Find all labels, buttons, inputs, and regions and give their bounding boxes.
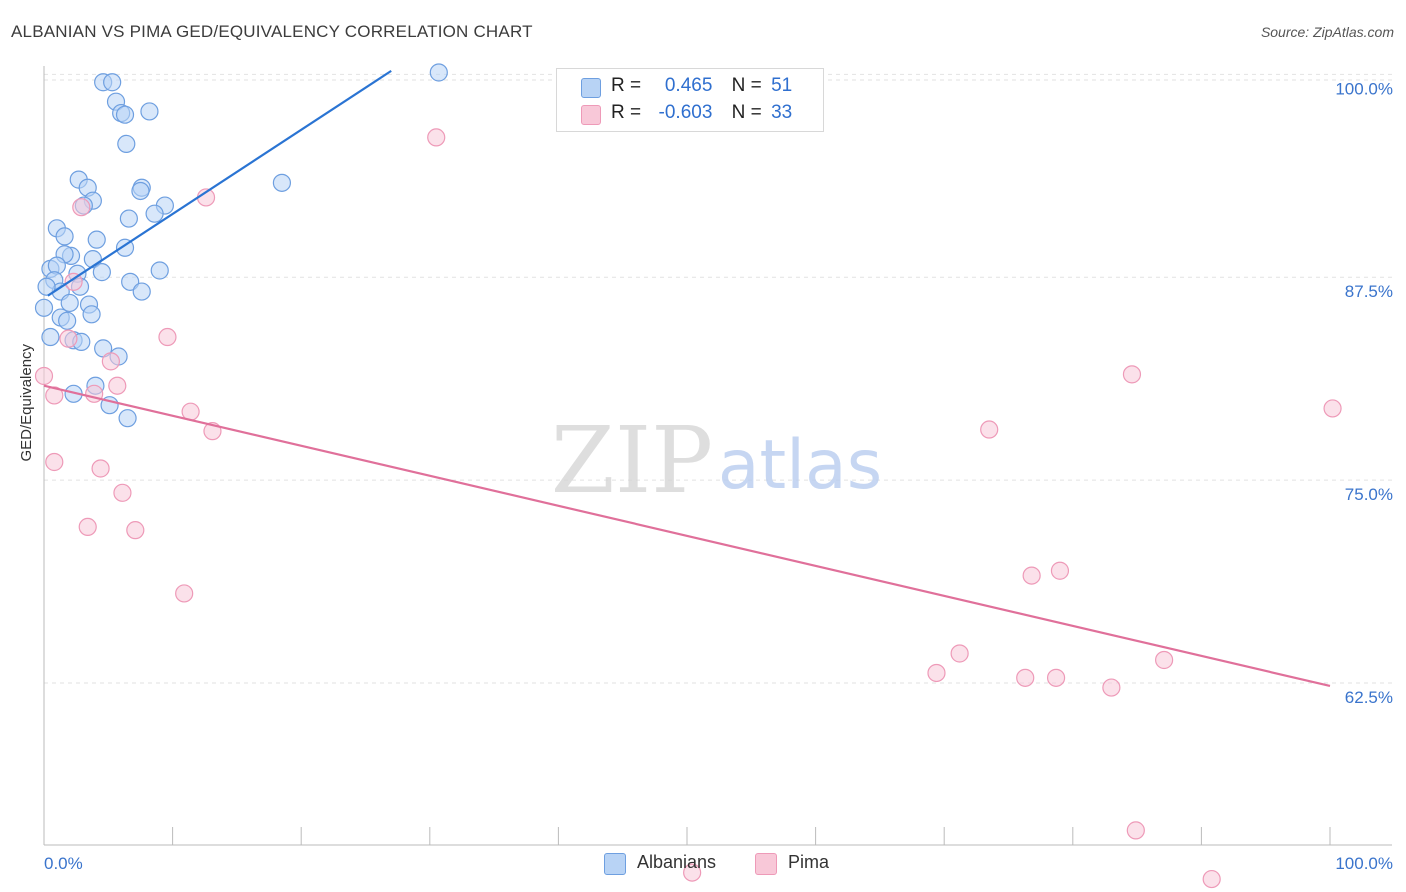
pima-point bbox=[1122, 365, 1142, 384]
pima-point bbox=[1155, 650, 1174, 670]
pima-point bbox=[108, 376, 127, 395]
pima-point bbox=[1126, 821, 1145, 840]
albanians-point bbox=[150, 261, 169, 280]
legend-n-value-albanians: 51 bbox=[771, 75, 793, 96]
albanians-point bbox=[34, 298, 54, 317]
watermark-zip: ZIP bbox=[551, 407, 713, 514]
watermark-atlas: atlas bbox=[718, 426, 882, 505]
pima-point bbox=[113, 483, 132, 502]
pima-point bbox=[950, 644, 969, 663]
albanians-point bbox=[131, 181, 150, 201]
legend-r-value-albanians: 0.465 bbox=[664, 75, 713, 96]
source-label: Source: ZipAtlas.com bbox=[1260, 24, 1394, 40]
albanians-point bbox=[145, 204, 164, 223]
x-tick-label: 0.0% bbox=[44, 854, 83, 873]
y-tick-label: 75.0% bbox=[1345, 485, 1393, 504]
albanians-point bbox=[272, 173, 292, 192]
albanians-point bbox=[115, 105, 135, 124]
y-tick-label: 100.0% bbox=[1335, 79, 1393, 98]
pima-point bbox=[980, 420, 999, 439]
pima-point bbox=[78, 517, 97, 537]
x-tick-label: 100.0% bbox=[1335, 854, 1393, 873]
albanians-point bbox=[132, 282, 151, 301]
albanians-point bbox=[117, 134, 136, 153]
albanians-point bbox=[82, 305, 101, 324]
pima-swatch bbox=[581, 105, 601, 125]
pima-point bbox=[72, 198, 91, 217]
albanians-point bbox=[118, 409, 137, 428]
pima-point bbox=[927, 663, 946, 683]
pima-point bbox=[1102, 678, 1121, 697]
albanians-point bbox=[58, 311, 77, 330]
pima-point bbox=[1022, 566, 1041, 585]
pima-point bbox=[1016, 668, 1035, 687]
pima-trendline bbox=[43, 384, 1331, 688]
albanians-point bbox=[121, 272, 140, 291]
y-tick-label: 62.5% bbox=[1345, 688, 1393, 707]
pima-point bbox=[34, 366, 54, 386]
albanians-point bbox=[103, 73, 122, 92]
pima-point bbox=[175, 584, 194, 603]
pima-point bbox=[64, 272, 83, 291]
pima-point bbox=[683, 863, 702, 882]
pima-point bbox=[101, 352, 120, 371]
pima-point bbox=[45, 386, 64, 405]
albanians-point bbox=[41, 327, 60, 347]
legend-r-value-pima: -0.603 bbox=[658, 102, 713, 123]
legend-n-label-pima: N = bbox=[731, 102, 762, 123]
y-tick-label: 87.5% bbox=[1345, 282, 1393, 301]
albanians-point bbox=[60, 293, 79, 313]
pima-point bbox=[91, 459, 110, 478]
albanians-point bbox=[429, 63, 448, 82]
legend-n-label-albanians: N = bbox=[731, 75, 762, 96]
albanians-legend-label: Albanians bbox=[637, 852, 717, 872]
chart-title: ALBANIAN VS PIMA GED/EQUIVALENCY CORRELA… bbox=[11, 22, 533, 41]
pima-point bbox=[427, 128, 446, 147]
pima-legend-swatch bbox=[755, 853, 777, 875]
pima-point bbox=[45, 452, 64, 472]
albanians-point bbox=[119, 209, 138, 228]
albanians-legend-swatch bbox=[604, 853, 626, 875]
albanians-point bbox=[55, 227, 74, 246]
pima-point bbox=[59, 329, 78, 348]
albanians-point bbox=[92, 263, 111, 282]
legend-r-label-albanians: R = bbox=[611, 75, 642, 96]
correlation-legend: R = 0.465 N = 51 R = -0.603 N = 33 bbox=[556, 68, 824, 132]
albanians-point bbox=[37, 277, 56, 296]
pima-point bbox=[1202, 869, 1221, 889]
y-axis-label: GED/Equivalency bbox=[18, 343, 35, 462]
pima-legend-label: Pima bbox=[788, 852, 830, 872]
pima-point bbox=[158, 327, 177, 347]
legend-r-label-pima: R = bbox=[611, 102, 642, 123]
pima-point bbox=[1050, 561, 1070, 580]
legend-n-value-pima: 33 bbox=[771, 102, 793, 123]
albanians-point bbox=[87, 230, 106, 249]
pima-point bbox=[1323, 399, 1342, 418]
albanians-trendline bbox=[47, 69, 392, 297]
albanians-point bbox=[140, 102, 159, 121]
albanians-swatch bbox=[581, 78, 601, 98]
pima-point bbox=[1046, 668, 1066, 687]
pima-point bbox=[126, 521, 145, 540]
